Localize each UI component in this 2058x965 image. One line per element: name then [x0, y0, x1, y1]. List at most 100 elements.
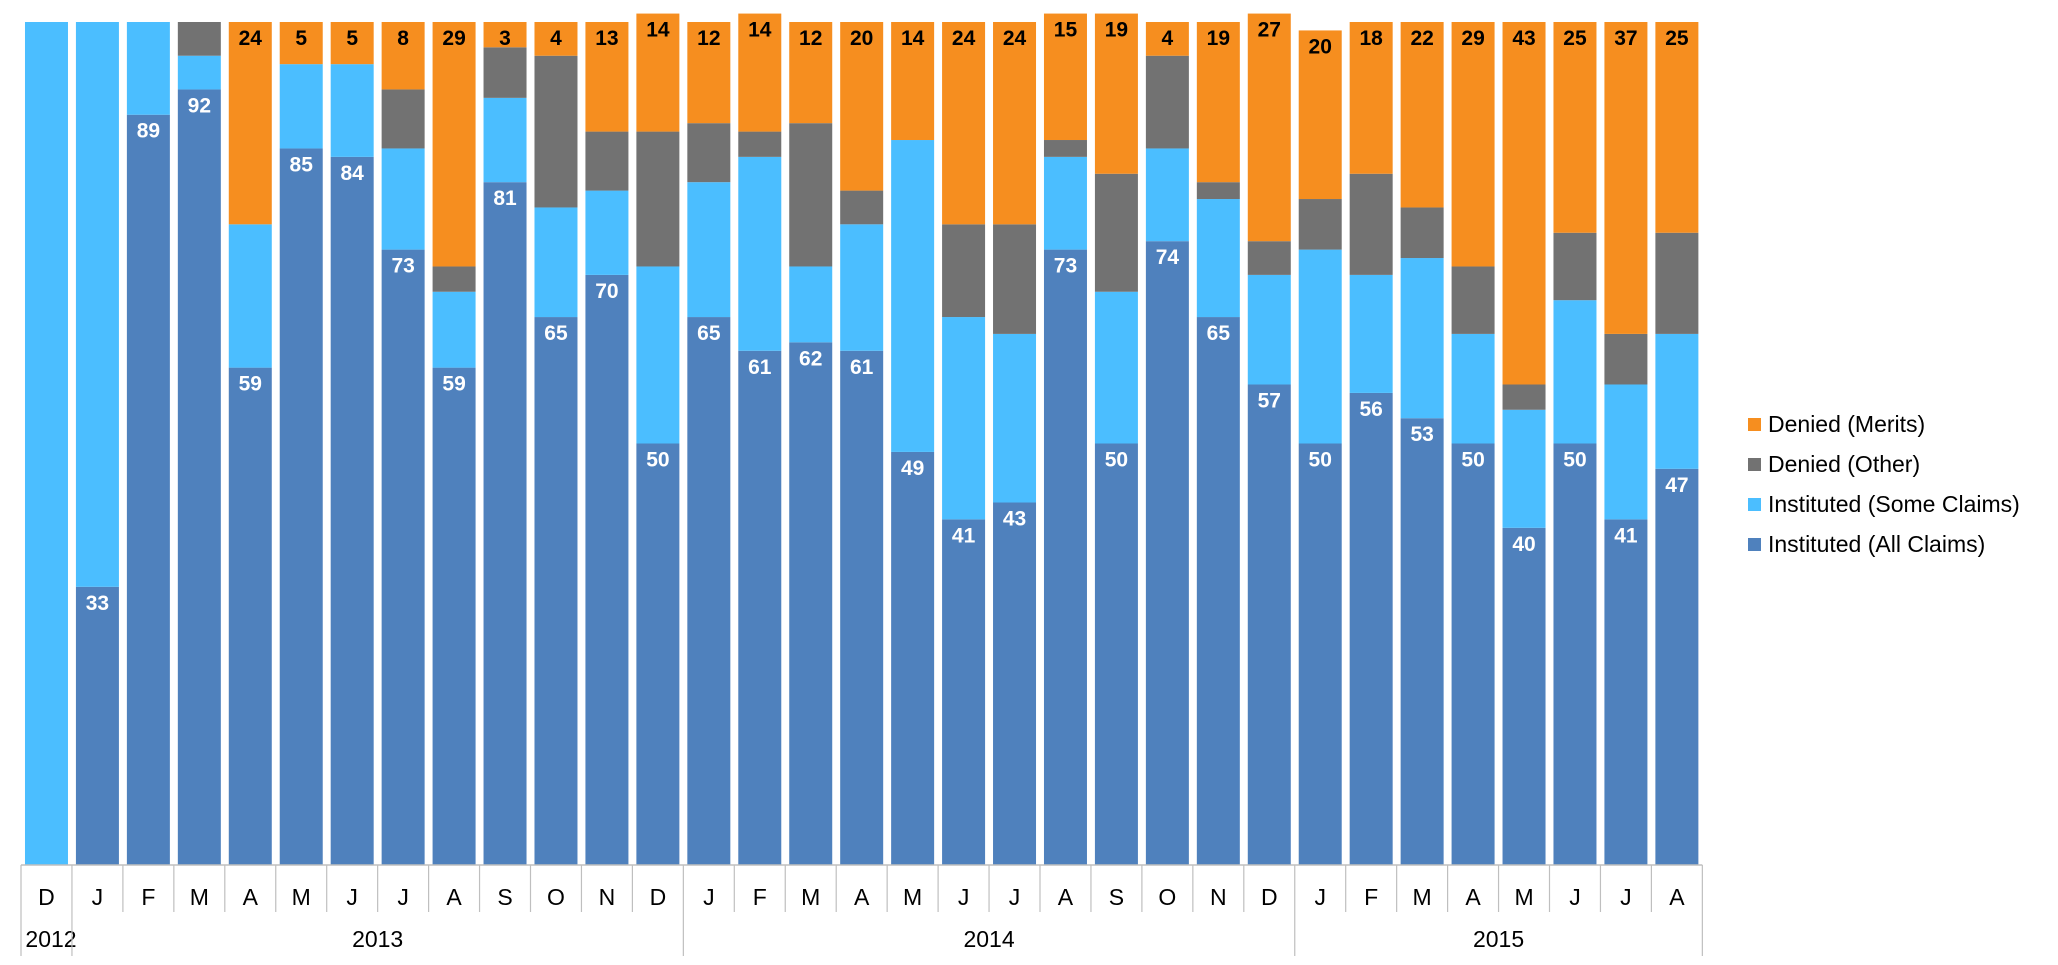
legend-item: Denied (Merits) — [1748, 404, 2020, 444]
data-label: 53 — [1410, 423, 1433, 446]
legend-swatch — [1748, 537, 1761, 551]
bar-segment-instituted-all-claims-11 — [585, 274, 629, 865]
bar-segment-instituted-all-claims-10 — [534, 317, 578, 865]
bar-segment-denied-other-16 — [840, 190, 884, 225]
legend: Denied (Merits) Denied (Other) Instituted … — [1748, 404, 2020, 564]
bar-segment-instituted-some-claims-20 — [1043, 156, 1087, 250]
legend-label: Denied (Other) — [1768, 450, 1921, 477]
bar-segment-denied-merits-27 — [1400, 22, 1444, 208]
legend-label: Instituted (Some Claims) — [1768, 490, 2020, 517]
bar-segment-denied-other-8 — [432, 266, 476, 292]
x-tick-label: F — [753, 884, 767, 910]
bar-segment-instituted-all-claims-3 — [177, 89, 221, 865]
bar-segment-denied-merits-25 — [1298, 30, 1342, 200]
data-label: 50 — [1105, 449, 1128, 472]
bar-segment-instituted-all-claims-5 — [279, 148, 323, 865]
bar-segment-denied-other-22 — [1145, 55, 1189, 149]
bar-segment-denied-other-27 — [1400, 207, 1444, 259]
data-label: 84 — [341, 162, 365, 185]
data-label: 18 — [1359, 27, 1383, 50]
bar-segment-instituted-all-claims-20 — [1043, 249, 1087, 866]
bar-segment-instituted-some-claims-27 — [1400, 258, 1444, 419]
data-label: 65 — [544, 322, 568, 345]
bar-segment-denied-merits-21 — [1094, 13, 1138, 174]
data-label: 20 — [850, 27, 873, 50]
bar-segment-instituted-some-claims-24 — [1247, 274, 1291, 385]
bar-segment-instituted-some-claims-16 — [840, 224, 884, 351]
data-label: 50 — [1309, 449, 1332, 472]
bar-segment-instituted-some-claims-28 — [1451, 333, 1495, 444]
legend-item: Denied (Other) — [1748, 444, 2020, 484]
data-label: 33 — [86, 592, 109, 615]
bar-segment-denied-merits-17 — [891, 22, 935, 141]
bar-segment-instituted-all-claims-8 — [432, 367, 476, 865]
data-label: 92 — [188, 94, 211, 117]
x-tick-label: N — [1210, 884, 1227, 910]
legend-swatch — [1748, 497, 1761, 511]
bar-segment-denied-other-26 — [1349, 173, 1393, 275]
bar-segment-denied-merits-10 — [534, 22, 578, 56]
bar-segment-denied-other-20 — [1043, 140, 1087, 157]
data-label: 4 — [550, 27, 562, 50]
x-tick-label: D — [650, 884, 667, 910]
data-label: 65 — [697, 322, 721, 345]
x-tick-label: F — [141, 884, 155, 910]
bar-segment-denied-other-24 — [1247, 241, 1291, 275]
bar-segment-denied-merits-11 — [585, 22, 629, 132]
x-tick-label: M — [1413, 884, 1432, 910]
bar-segment-denied-other-19 — [993, 224, 1037, 334]
bar-segment-instituted-some-claims-25 — [1298, 249, 1342, 444]
data-label: 61 — [850, 356, 874, 379]
bar-segment-instituted-some-claims-13 — [687, 182, 731, 318]
x-tick-label: A — [446, 884, 462, 910]
bar-segment-instituted-some-claims-1 — [75, 22, 119, 587]
bar-segment-denied-other-12 — [636, 131, 680, 267]
data-label: 43 — [1003, 508, 1026, 531]
bar-segment-instituted-some-claims-3 — [177, 55, 221, 90]
bar-segment-denied-other-28 — [1451, 266, 1495, 334]
x-tick-label: S — [1109, 884, 1124, 910]
x-tick-label: A — [1669, 884, 1685, 910]
data-labels-group: 33 89 92 59 24 85 5 84 5 73 8 59 29 81 3 65 4 70 13 50 14 65 1… — [86, 19, 1689, 615]
x-tick-label: M — [1514, 884, 1533, 910]
bar-segment-denied-merits-18 — [942, 22, 986, 225]
bar-segment-instituted-some-claims-8 — [432, 291, 476, 368]
bar-segment-instituted-all-claims-15 — [789, 342, 833, 866]
data-label: 25 — [1563, 27, 1587, 50]
bar-segment-instituted-all-claims-26 — [1349, 392, 1393, 865]
bar-segment-denied-merits-9 — [483, 22, 527, 48]
bar-segment-denied-merits-5 — [279, 22, 323, 65]
bar-segment-instituted-all-claims-21 — [1094, 443, 1138, 865]
x-tick-label: J — [92, 884, 104, 910]
bar-segment-instituted-all-claims-32 — [1655, 468, 1699, 865]
bar-segment-denied-merits-30 — [1553, 22, 1597, 233]
bar-segment-denied-other-18 — [942, 224, 986, 318]
bar-segment-instituted-some-claims-26 — [1349, 274, 1393, 393]
data-label: 4 — [1162, 27, 1174, 50]
bar-segment-denied-other-9 — [483, 47, 527, 98]
bar-segment-instituted-all-claims-9 — [483, 182, 527, 866]
data-label: 20 — [1309, 35, 1332, 58]
data-label: 57 — [1258, 389, 1281, 412]
bar-segment-denied-merits-6 — [330, 22, 374, 65]
data-label: 25 — [1665, 27, 1689, 50]
x-tick-label: O — [1158, 884, 1176, 910]
bar-segment-instituted-all-claims-2 — [126, 114, 170, 866]
data-label: 74 — [1156, 246, 1180, 269]
data-label: 8 — [397, 27, 409, 50]
legend-label: Instituted (All Claims) — [1768, 530, 1986, 557]
legend-label: Denied (Merits) — [1768, 410, 1926, 437]
bar-segment-denied-other-31 — [1604, 333, 1648, 385]
legend-swatch — [1748, 417, 1761, 431]
bar-segment-denied-other-3 — [177, 22, 221, 56]
bar-segment-instituted-some-claims-32 — [1655, 333, 1699, 469]
bar-segment-instituted-some-claims-10 — [534, 207, 578, 318]
data-label: 14 — [901, 27, 925, 50]
data-label: 12 — [697, 27, 720, 50]
data-label: 43 — [1512, 27, 1535, 50]
bar-segment-instituted-all-claims-23 — [1196, 317, 1240, 865]
bar-segment-instituted-some-claims-30 — [1553, 300, 1597, 444]
year-group-label: 2014 — [963, 926, 1014, 952]
legend-swatch — [1748, 457, 1761, 471]
bar-segment-instituted-all-claims-30 — [1553, 443, 1597, 865]
